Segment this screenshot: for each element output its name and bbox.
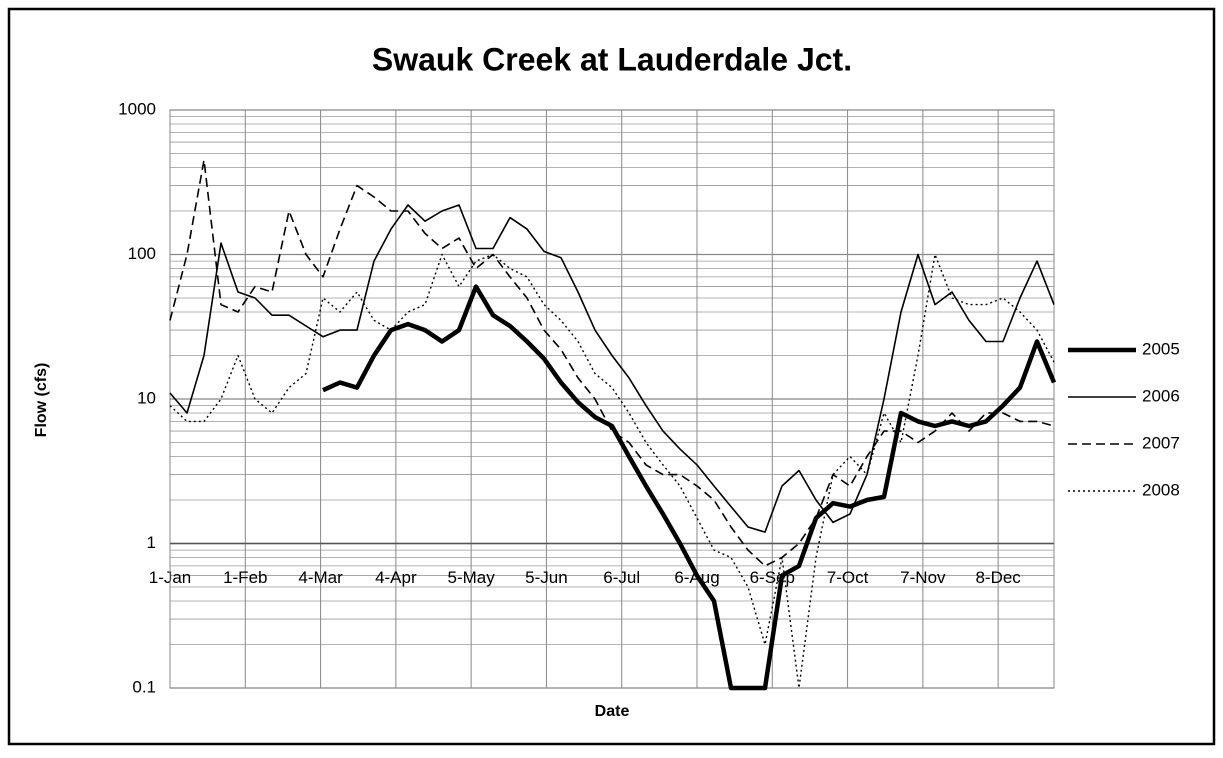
- chart-border: [7, 7, 1216, 746]
- y-tick-label: 0.1: [132, 677, 156, 696]
- x-tick-label: 6-Jul: [603, 568, 640, 587]
- x-tick-label: 8-Dec: [975, 568, 1021, 587]
- series-line: [322, 284, 1057, 691]
- legend-label: 2006: [1142, 386, 1180, 405]
- chart-title: Swauk Creek at Lauderdale Jct.: [372, 41, 852, 77]
- legend-label: 2007: [1142, 433, 1180, 452]
- y-tick-label: 10: [137, 388, 156, 407]
- legend-label: 2005: [1142, 339, 1180, 358]
- legend-label: 2008: [1142, 480, 1180, 499]
- y-tick-label: 100: [128, 244, 156, 263]
- x-tick-label: 4-Apr: [375, 568, 417, 587]
- x-axis-label: Date: [595, 703, 630, 720]
- x-tick-label: 5-May: [448, 568, 496, 587]
- y-tick-label: 1000: [118, 99, 156, 118]
- series-line: [169, 159, 1055, 567]
- plot-frame: [169, 109, 1055, 689]
- x-tick-label: 4-Mar: [298, 568, 343, 587]
- x-tick-label: 1-Feb: [223, 568, 267, 587]
- series-line: [169, 204, 1055, 533]
- x-tick-label: 5-Jun: [525, 568, 568, 587]
- x-tick-label: 7-Nov: [900, 568, 946, 587]
- y-tick-label: 1: [147, 533, 156, 552]
- x-tick-label: 7-Oct: [827, 568, 869, 587]
- y-axis-label: Flow (cfs): [33, 363, 50, 438]
- series-line: [169, 253, 1055, 689]
